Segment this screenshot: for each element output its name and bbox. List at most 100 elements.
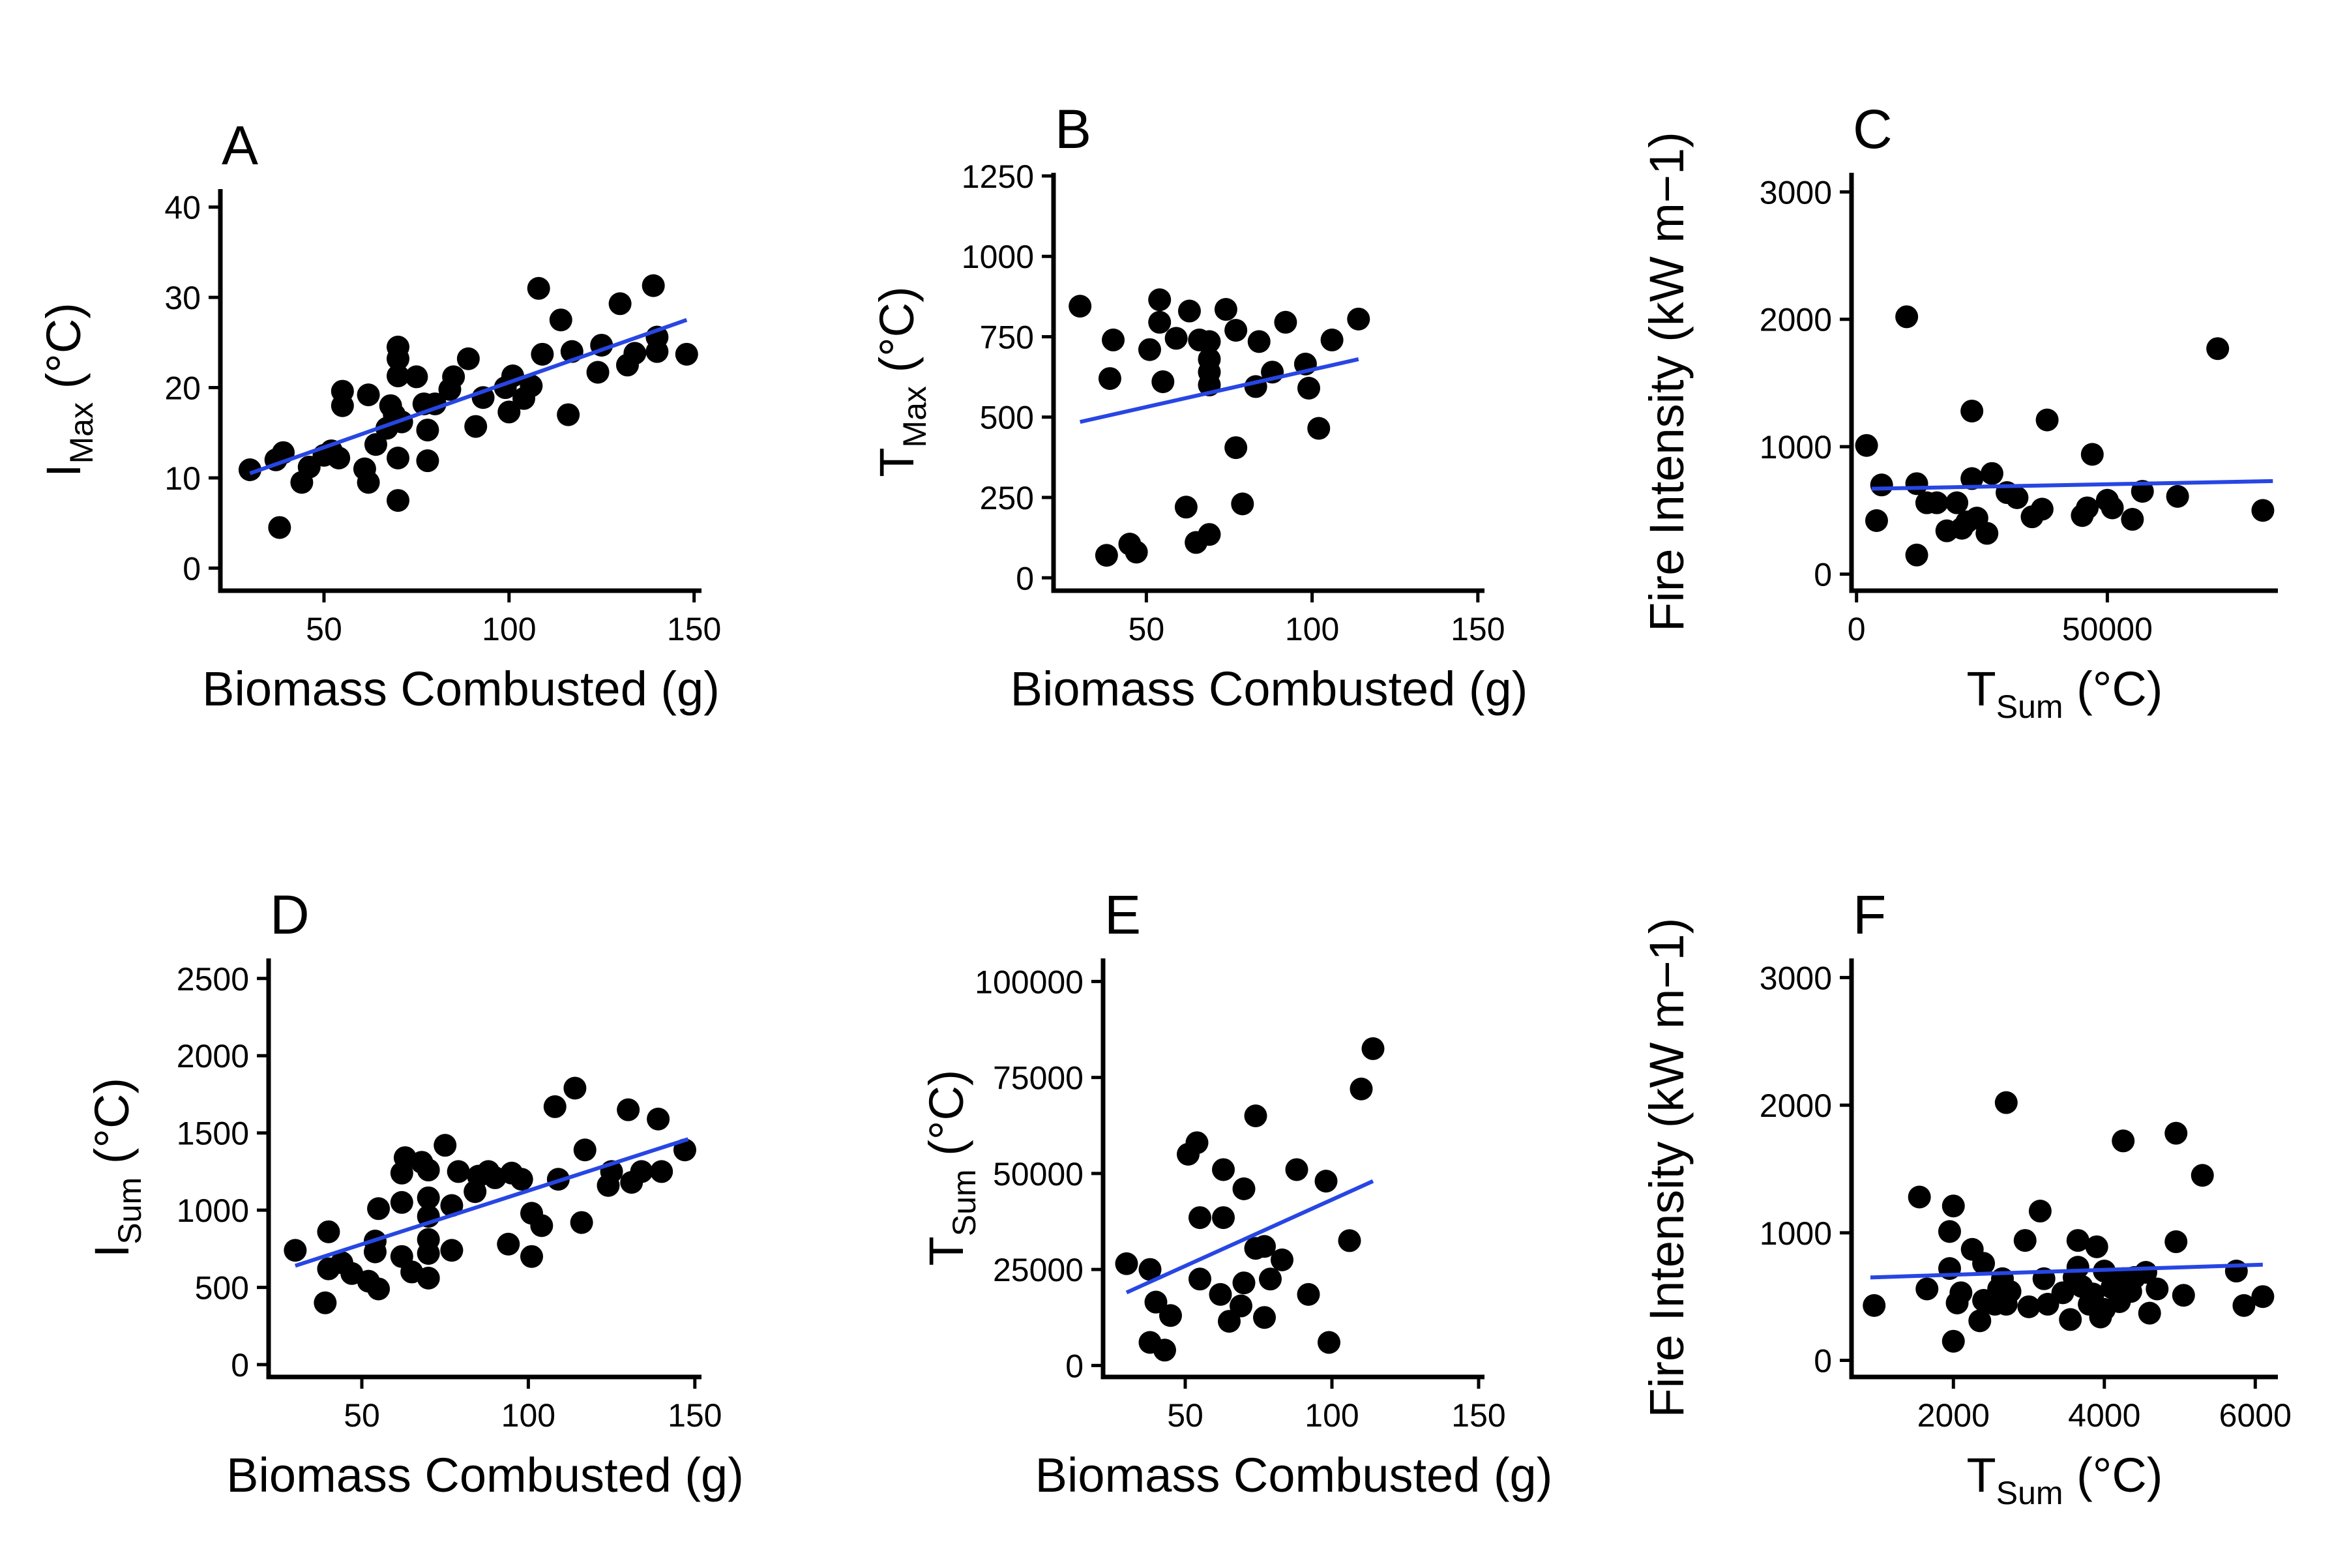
x-tick-label: 100 bbox=[1285, 611, 1339, 647]
data-point bbox=[2251, 1285, 2275, 1309]
data-point bbox=[1247, 330, 1271, 353]
data-point bbox=[2017, 1295, 2041, 1318]
data-point bbox=[1198, 523, 1221, 546]
x-tick-label: 50 bbox=[1129, 611, 1165, 647]
y-tick-label: 0 bbox=[1016, 560, 1034, 597]
data-point bbox=[2030, 497, 2054, 521]
data-point bbox=[630, 1160, 653, 1183]
y-tick-label: 40 bbox=[164, 190, 201, 226]
data-point bbox=[1212, 1206, 1235, 1230]
x-tick-label: 150 bbox=[1451, 1397, 1505, 1434]
data-point bbox=[1138, 338, 1161, 361]
y-tick-label: 0 bbox=[1814, 1343, 1832, 1380]
data-point bbox=[386, 364, 409, 388]
data-point bbox=[1297, 1282, 1320, 1306]
fit-line bbox=[1125, 1179, 1374, 1295]
label-unit: (°C) bbox=[2063, 1448, 2163, 1502]
data-point bbox=[317, 1220, 340, 1243]
data-point bbox=[1125, 540, 1148, 564]
panel-letter: B bbox=[1055, 98, 1091, 160]
data-point bbox=[563, 1076, 587, 1100]
panel-letter: A bbox=[222, 115, 258, 176]
data-point bbox=[1095, 544, 1118, 567]
data-point bbox=[573, 1138, 597, 1162]
data-point bbox=[623, 342, 647, 365]
data-point bbox=[417, 1266, 440, 1290]
data-point bbox=[1259, 1267, 1282, 1291]
data-point bbox=[2172, 1284, 2195, 1307]
data-point bbox=[2232, 1294, 2256, 1317]
data-point bbox=[2066, 1256, 2089, 1279]
data-point bbox=[570, 1211, 593, 1234]
panel-d: 0 500 1000 1500 2000 2500 50 100 150 D Biomass Com… bbox=[85, 884, 744, 1502]
data-point bbox=[1212, 1158, 1235, 1181]
data-point bbox=[520, 374, 543, 398]
panel-letter: F bbox=[1853, 884, 1886, 945]
data-point bbox=[608, 292, 632, 316]
data-point bbox=[1151, 370, 1175, 393]
data-point bbox=[417, 1159, 440, 1182]
fit-line bbox=[1080, 357, 1359, 424]
data-point bbox=[1098, 367, 1121, 391]
data-point bbox=[2191, 1164, 2214, 1187]
data-point bbox=[1314, 1170, 1338, 1193]
data-point bbox=[1153, 1339, 1176, 1362]
data-point bbox=[386, 335, 409, 359]
data-point bbox=[2224, 1260, 2248, 1283]
data-point bbox=[1949, 1281, 1973, 1305]
data-point bbox=[2066, 1229, 2089, 1252]
x-tick-label: 100 bbox=[501, 1397, 555, 1434]
data-point bbox=[617, 1098, 640, 1121]
x-axis-label: Biomass Combusted (g) bbox=[1035, 1448, 1553, 1502]
data-point bbox=[2085, 1235, 2108, 1258]
y-tick-label: 25000 bbox=[993, 1252, 1084, 1288]
fit-line bbox=[1870, 1262, 2263, 1280]
data-point bbox=[1224, 436, 1248, 460]
y-axis-label: ISum (°C) bbox=[85, 1078, 148, 1258]
data-point bbox=[1159, 1304, 1182, 1327]
data-point bbox=[357, 471, 380, 494]
y-tick-label: 1000 bbox=[177, 1192, 249, 1229]
label-main: T bbox=[1967, 662, 1996, 716]
data-point bbox=[1870, 473, 1893, 497]
data-point bbox=[1177, 299, 1201, 323]
data-point bbox=[284, 1239, 307, 1262]
label-subscript: Max bbox=[63, 402, 100, 464]
y-tick-label: 750 bbox=[980, 319, 1034, 355]
data-point bbox=[543, 1095, 567, 1118]
data-point bbox=[1232, 1177, 1256, 1200]
x-tick-label: 150 bbox=[667, 611, 721, 647]
data-point bbox=[2076, 496, 2099, 520]
data-point bbox=[1895, 305, 1919, 329]
y-tick-label: 50000 bbox=[993, 1156, 1084, 1192]
data-point bbox=[2080, 443, 2104, 466]
data-point bbox=[456, 347, 480, 370]
data-point bbox=[1144, 1290, 1168, 1314]
data-point bbox=[1941, 1194, 1965, 1218]
data-point bbox=[647, 1107, 670, 1131]
data-point bbox=[650, 1160, 673, 1183]
x-tick-label: 50 bbox=[344, 1397, 380, 1434]
y-axis-label: TMax (°C) bbox=[870, 286, 933, 477]
data-point bbox=[405, 365, 428, 389]
data-point bbox=[1188, 1206, 1211, 1230]
data-point bbox=[1865, 509, 1888, 533]
data-point bbox=[2164, 1230, 2188, 1254]
y-tick-label: 10 bbox=[164, 460, 201, 497]
data-point bbox=[1855, 434, 1878, 457]
data-point bbox=[2035, 408, 2059, 432]
data-point bbox=[1253, 1235, 1276, 1258]
label-unit: (°C) bbox=[85, 1078, 139, 1177]
y-tick-label: 0 bbox=[231, 1347, 249, 1383]
data-point bbox=[1209, 1282, 1232, 1306]
data-point bbox=[2059, 1308, 2082, 1331]
data-point bbox=[268, 516, 291, 539]
data-point bbox=[2101, 496, 2124, 520]
y-tick-label: 3000 bbox=[1760, 960, 1832, 996]
y-axis-label: TSum (°C) bbox=[919, 1070, 982, 1266]
data-point bbox=[1198, 330, 1221, 353]
data-point bbox=[1198, 348, 1221, 371]
data-point bbox=[1185, 1131, 1209, 1155]
data-point bbox=[2112, 1129, 2135, 1153]
